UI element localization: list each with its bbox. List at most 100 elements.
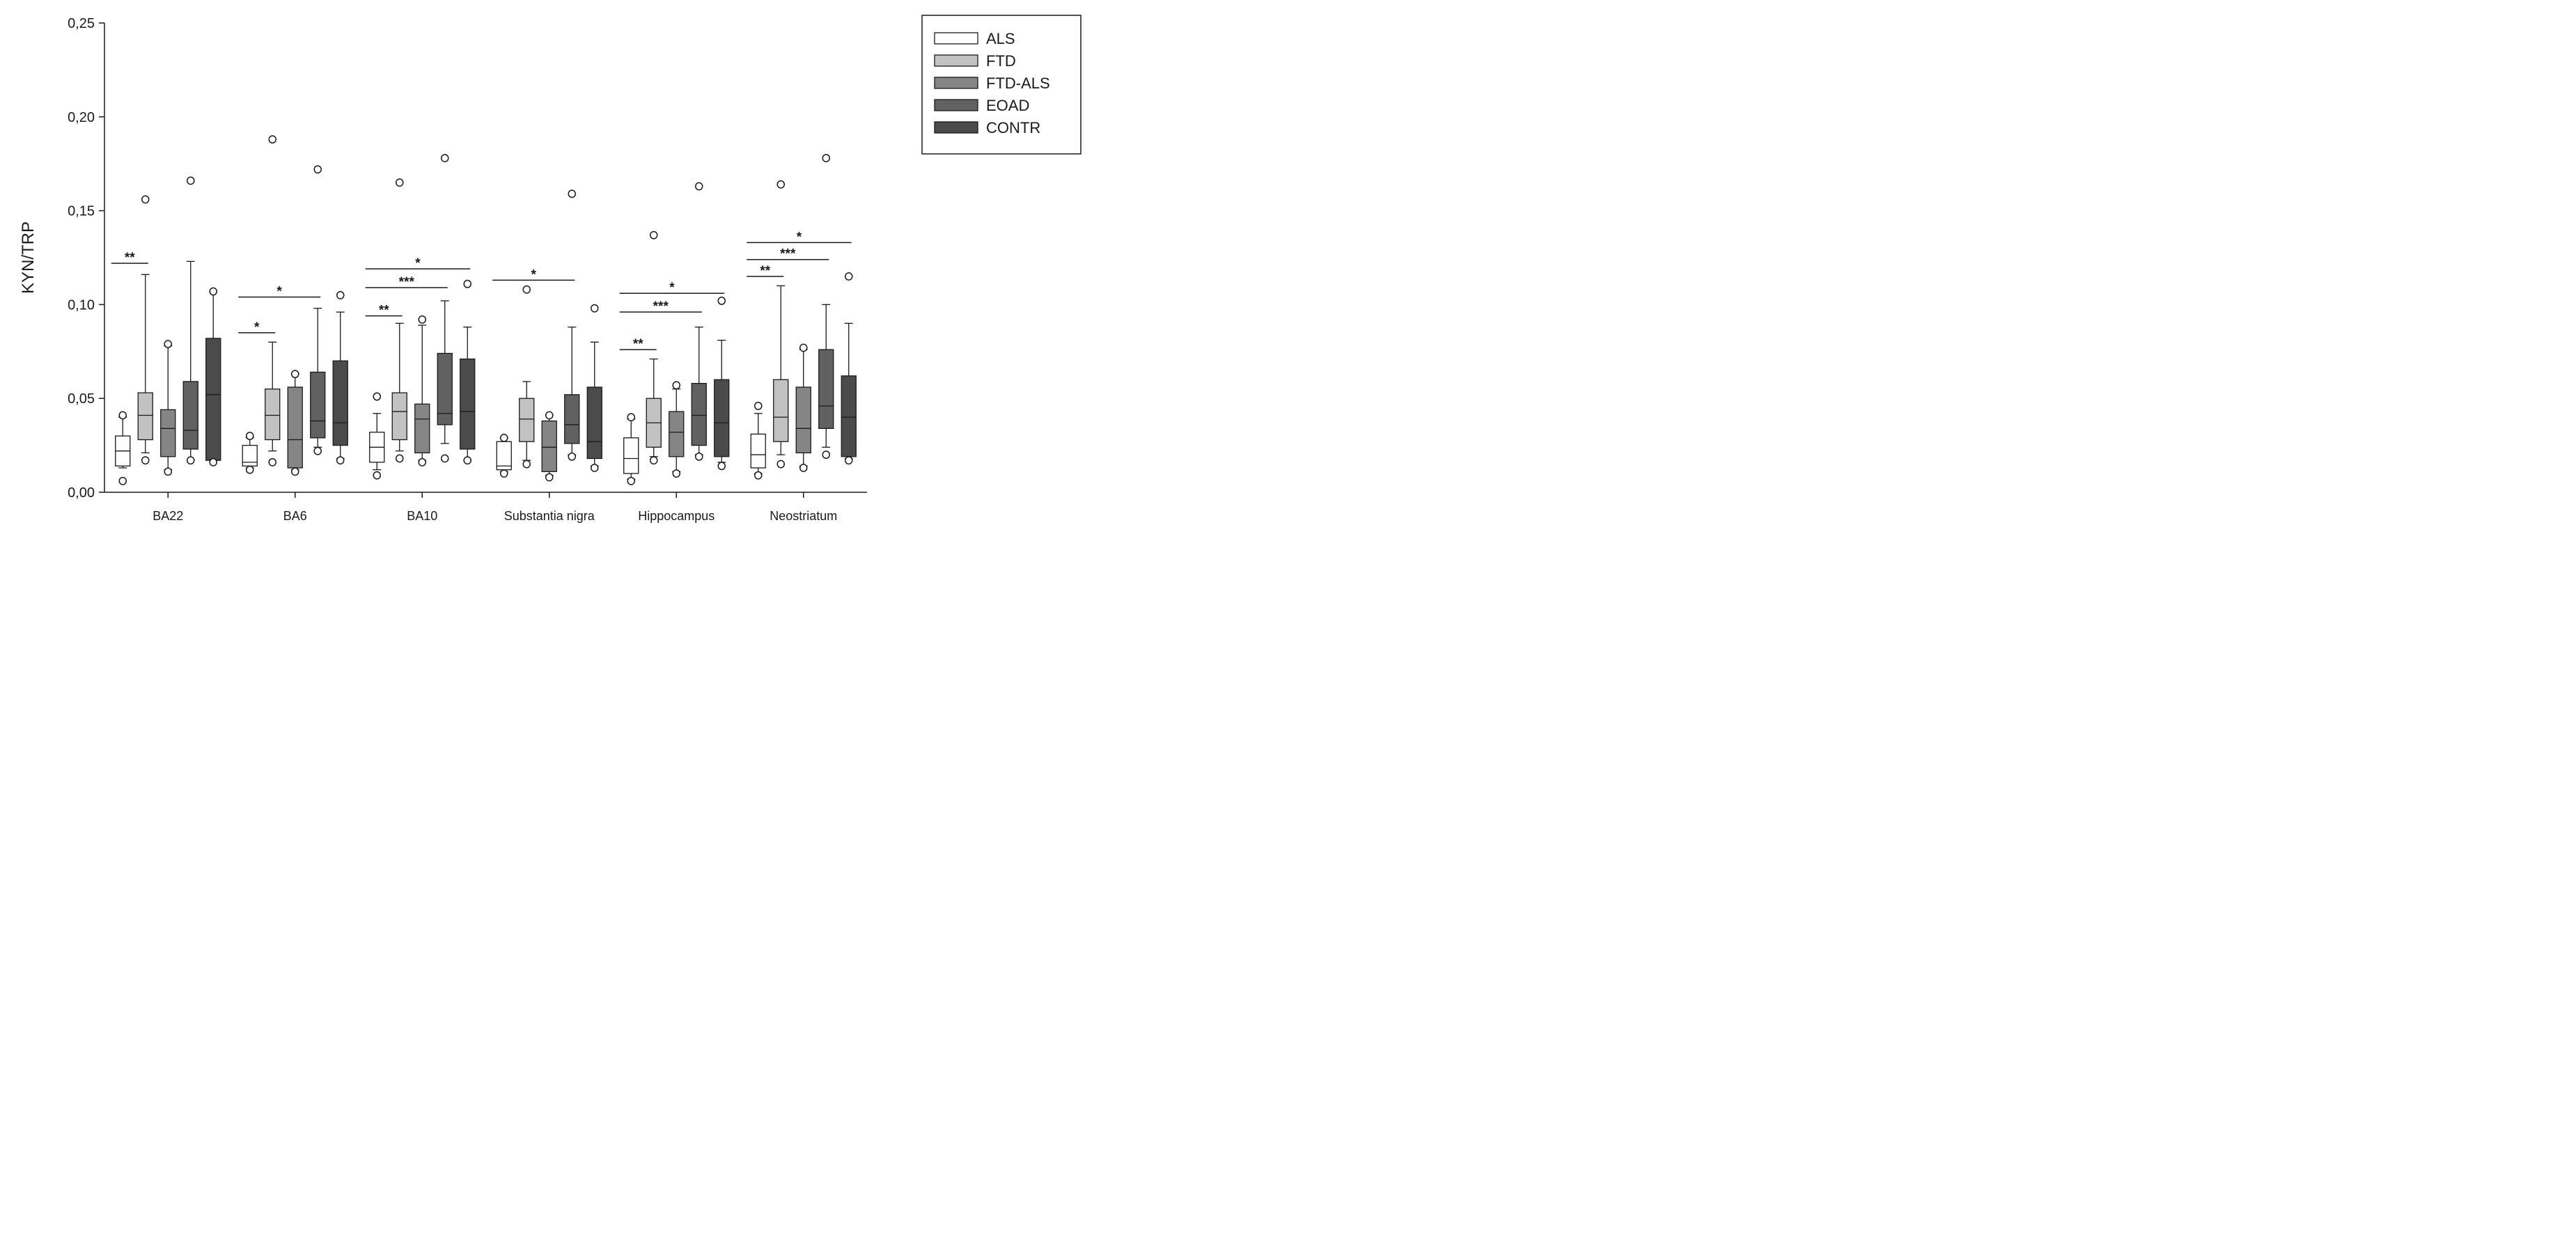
outlier-point — [500, 433, 508, 442]
box-group-hippocampus — [623, 182, 730, 485]
box-eoad — [818, 154, 834, 460]
box-iqr — [795, 386, 811, 454]
significance-annotations: *********************** — [111, 230, 852, 352]
significance-label: * — [797, 230, 802, 244]
outlier-point — [291, 467, 299, 476]
legend-label-ftd-als: FTD-ALS — [986, 75, 1050, 92]
outlier-point — [164, 467, 172, 476]
box-ftd — [137, 195, 153, 465]
y-tick-label: 0,10 — [68, 297, 95, 313]
y-ticks: 0,00 0,05 0,10 0,15 0,20 0,25 — [68, 16, 104, 501]
box-iqr — [137, 392, 153, 441]
x-tick-label-ba22: BA22 — [153, 509, 183, 523]
outlier-point — [336, 290, 345, 299]
box-iqr — [750, 433, 766, 469]
box-contr — [714, 297, 730, 471]
outlier-point — [336, 456, 345, 465]
x-tick-label-hippocampus: Hippocampus — [638, 509, 715, 523]
outlier-point — [246, 465, 254, 474]
legend-label-eoad: EOAD — [986, 97, 1029, 114]
outlier-point — [268, 135, 276, 144]
x-tick-label-neostriatum: Neostriatum — [770, 509, 837, 523]
outlier-point — [822, 154, 830, 163]
y-tick-label: 0,00 — [68, 485, 95, 501]
box-ftd — [265, 135, 281, 467]
y-tick-label: 0,15 — [68, 204, 95, 219]
significance-label: ** — [125, 251, 135, 265]
y-tick-label: 0,25 — [68, 16, 95, 31]
outlier-point — [209, 457, 217, 467]
box-ftd-als — [160, 340, 176, 476]
box-iqr — [332, 360, 348, 446]
box-contr — [205, 287, 221, 467]
box-group-substantia-nigra — [496, 189, 602, 482]
y-tick-label: 0,05 — [68, 391, 95, 407]
box-eoad — [437, 154, 453, 463]
outlier-point — [845, 272, 853, 281]
outlier-point — [522, 285, 531, 294]
legend-swatch-eoad — [934, 99, 978, 111]
box-iqr — [391, 392, 407, 441]
x-ticks: BA22 BA6 BA10 Substantia nigra Hippocampus Ne… — [153, 492, 837, 523]
box-iqr — [519, 398, 535, 442]
outlier-point — [187, 456, 195, 465]
outlier-point — [164, 340, 172, 348]
outlier-point — [441, 454, 449, 463]
significance-label: *** — [780, 247, 796, 262]
y-axis-label: KYN/TRP — [19, 221, 38, 294]
box-iqr — [541, 420, 557, 472]
outlier-point — [396, 178, 404, 187]
box-iqr — [205, 338, 221, 461]
outlier-point — [396, 454, 404, 463]
box-ftd-als — [541, 411, 557, 482]
box-ftd — [391, 178, 407, 463]
x-tick-label-ba6: BA6 — [283, 509, 307, 523]
significance-label: ** — [760, 264, 770, 279]
box-iqr — [242, 444, 258, 467]
outlier-point — [672, 381, 680, 390]
significance-label: * — [415, 256, 421, 271]
significance-label: * — [531, 267, 537, 282]
box-als — [369, 392, 385, 480]
box-contr — [460, 279, 476, 465]
box-eoad — [691, 182, 707, 461]
box-group-ba10 — [369, 154, 476, 480]
box-iqr — [496, 441, 512, 471]
box-iqr — [623, 437, 639, 474]
outlier-point — [717, 297, 726, 305]
outlier-point — [463, 279, 471, 288]
box-als — [623, 413, 639, 485]
y-tick-label: 0,20 — [68, 110, 95, 125]
box-iqr — [160, 409, 176, 457]
box-contr — [841, 272, 857, 465]
box-ftd — [519, 285, 535, 469]
box-group-ba6 — [242, 135, 348, 476]
significance-label: ** — [379, 304, 389, 318]
box-als — [242, 432, 258, 474]
box-als — [496, 433, 512, 478]
box-iqr — [287, 386, 303, 469]
box-iqr — [669, 411, 685, 457]
x-tick-label-substantia-nigra: Substantia nigra — [504, 509, 595, 523]
outlier-point — [754, 402, 763, 410]
box-contr — [332, 290, 348, 465]
box-iqr — [691, 382, 707, 446]
outlier-point — [568, 189, 576, 198]
box-ftd-als — [414, 315, 430, 467]
outlier-point — [545, 411, 554, 420]
box-iqr — [586, 386, 602, 460]
outlier-point — [695, 452, 703, 461]
outlier-point — [695, 182, 703, 191]
x-tick-label-ba10: BA10 — [407, 509, 437, 523]
outlier-point — [463, 456, 471, 465]
legend-label-contr: CONTR — [986, 119, 1040, 136]
box-ftd-als — [287, 370, 303, 476]
outlier-point — [799, 464, 808, 472]
outlier-point — [418, 315, 426, 324]
significance-label: ** — [633, 337, 643, 352]
outlier-point — [500, 469, 508, 478]
box-ftd — [773, 180, 789, 469]
outlier-point — [627, 476, 635, 485]
outlier-point — [268, 457, 276, 467]
box-iqr — [714, 379, 730, 457]
